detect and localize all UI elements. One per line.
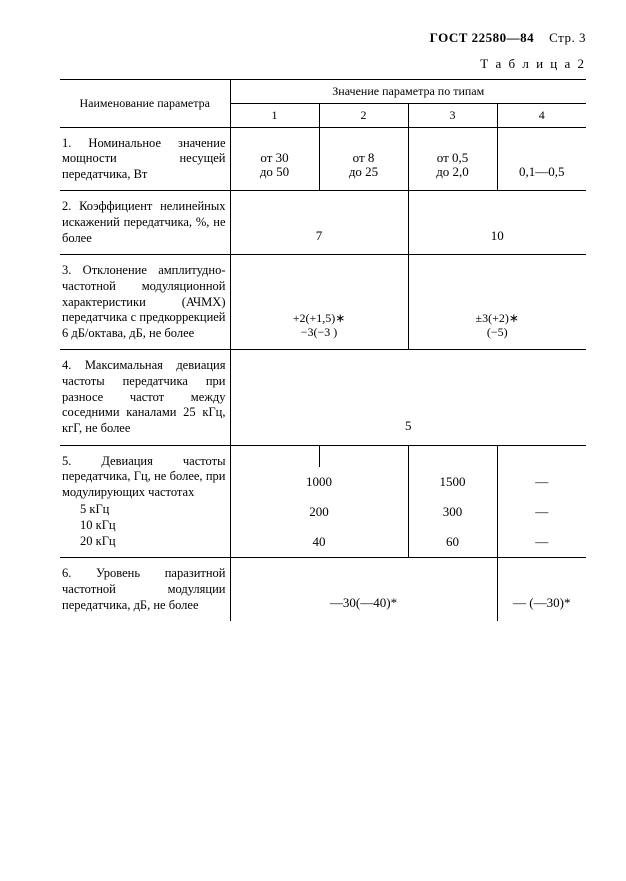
param-name: 4. Максимальная девиация частоты передат…: [60, 350, 230, 445]
th-col-3: 3: [408, 103, 497, 127]
freq-label: 10 кГц: [62, 518, 226, 534]
param-name: 3. Отклонение амплитудно-частотной модул…: [60, 255, 230, 350]
th-col-1: 1: [230, 103, 319, 127]
table-cell: ±3(+2)∗ (−5): [408, 255, 586, 350]
table-cell: —30(—40)*: [230, 558, 497, 621]
table-cell: —: [497, 497, 586, 527]
table-cell: 10: [408, 191, 586, 255]
table-cell: 1000: [230, 467, 408, 497]
freq-label: 5 кГц: [62, 502, 226, 518]
freq-label: 20 кГц: [62, 534, 226, 550]
th-col-2: 2: [319, 103, 408, 127]
param-name: 1. Номинальное значение мощности несущей…: [60, 127, 230, 191]
param-name: 5. Девиация частоты передатчика, Гц, не …: [60, 445, 230, 558]
table-cell: 5: [230, 350, 586, 445]
th-col-4: 4: [497, 103, 586, 127]
parameters-table: Наименование параметра Значение параметр…: [60, 79, 586, 622]
table-cell: 60: [408, 527, 497, 558]
table-cell: 200: [230, 497, 408, 527]
th-valgroup: Значение параметра по типам: [230, 79, 586, 103]
table-cell: — (—30)*: [497, 558, 586, 621]
page-number: Стр. 3: [549, 30, 586, 45]
table-cell: от 30до 50: [230, 127, 319, 191]
page-header: ГОСТ 22580—84 Стр. 3: [60, 30, 586, 46]
table-cell: [319, 445, 408, 467]
table-cell: —: [497, 527, 586, 558]
table-cell: —: [497, 467, 586, 497]
param-name: 6. Уровень паразитной частотной модуляци…: [60, 558, 230, 621]
gost-code: ГОСТ 22580—84: [430, 30, 535, 45]
table-cell: 40: [230, 527, 408, 558]
table-cell: от 8до 25: [319, 127, 408, 191]
table-cell: [408, 445, 497, 467]
table-cell: [230, 445, 319, 467]
table-cell: [497, 445, 586, 467]
table-cell: +2(+1,5)∗−3(−3 ): [230, 255, 408, 350]
table-cell: 1500: [408, 467, 497, 497]
table-caption: Т а б л и ц а 2: [60, 56, 586, 72]
table-cell: 0,1—0,5: [497, 127, 586, 191]
th-name: Наименование параметра: [60, 79, 230, 127]
table-cell: от 0,5до 2,0: [408, 127, 497, 191]
table-cell: 300: [408, 497, 497, 527]
param-name: 2. Коэффициент нелинейных искажений пере…: [60, 191, 230, 255]
table-cell: 7: [230, 191, 408, 255]
